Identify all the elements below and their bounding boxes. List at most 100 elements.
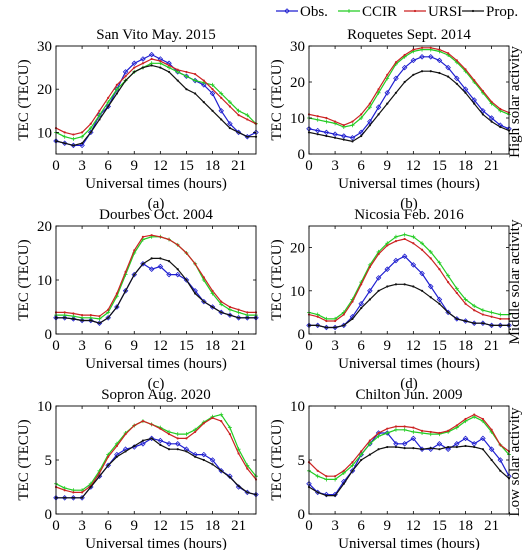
data-point: [427, 54, 434, 60]
data-point: [159, 66, 162, 69]
data-point: [455, 59, 458, 62]
x-tick-label: 18: [205, 518, 220, 534]
legend-label: Obs.: [300, 4, 328, 20]
data-point: [488, 115, 495, 121]
data-point: [367, 441, 372, 446]
data-point: [333, 120, 337, 123]
series-line: [55, 64, 256, 146]
data-point: [210, 82, 215, 87]
data-point: [429, 46, 432, 49]
data-point: [194, 455, 197, 458]
data-point: [410, 57, 417, 64]
data-point: [220, 300, 223, 303]
data-point: [333, 494, 337, 497]
data-point: [316, 315, 319, 318]
data-point: [228, 432, 232, 436]
data-point: [471, 97, 477, 103]
x-tick-label: 15: [432, 338, 447, 354]
data-point: [62, 134, 67, 139]
data-point: [401, 441, 408, 447]
data-point: [201, 82, 207, 88]
data-point: [228, 305, 232, 309]
data-point: [342, 469, 345, 472]
data-point: [236, 108, 241, 113]
data-point: [386, 73, 389, 76]
data-point: [385, 76, 390, 81]
data-point: [436, 296, 443, 303]
data-point: [375, 275, 382, 281]
data-point: [499, 317, 502, 320]
data-point: [98, 471, 101, 475]
data-point: [410, 262, 417, 268]
data-point: [202, 300, 205, 303]
data-point: [367, 118, 373, 125]
data-point: [202, 458, 205, 462]
data-point: [412, 285, 415, 288]
data-point: [447, 311, 450, 314]
data-point: [438, 48, 441, 51]
y-tick-label: 30: [290, 39, 305, 55]
panel-label: (b): [400, 196, 418, 212]
data-point: [245, 313, 250, 318]
data-point: [157, 437, 164, 444]
data-point: [98, 322, 101, 325]
chart-title: San Vito May. 2015: [96, 27, 216, 43]
data-point: [368, 265, 371, 269]
data-point: [394, 240, 398, 243]
data-point: [211, 88, 214, 91]
data-point: [351, 461, 354, 464]
data-point: [63, 489, 66, 492]
data-point: [429, 296, 432, 299]
plot-area: [306, 46, 512, 143]
data-point: [342, 124, 345, 127]
data-point: [464, 444, 467, 448]
data-point: [237, 131, 240, 134]
data-point: [227, 100, 232, 105]
data-point: [63, 131, 66, 134]
data-point: [438, 268, 441, 271]
data-point: [106, 100, 111, 105]
data-point: [219, 412, 224, 417]
y-axis-label: TEC (TECU): [16, 59, 32, 140]
data-point: [480, 308, 485, 313]
y-axis-label: TEC (TECU): [16, 239, 32, 320]
data-point: [150, 423, 153, 426]
data-point: [115, 83, 118, 86]
data-point: [377, 252, 380, 256]
data-point: [176, 79, 179, 82]
series-line: [308, 47, 510, 126]
data-point: [167, 260, 171, 263]
data-point: [62, 313, 67, 318]
data-point: [384, 266, 391, 272]
data-point: [481, 89, 485, 93]
data-point: [131, 271, 138, 278]
data-point: [454, 286, 459, 291]
data-point: [71, 314, 76, 319]
data-point: [454, 75, 460, 82]
data-point: [202, 276, 205, 279]
data-point: [472, 303, 477, 308]
x-tick-label: 0: [52, 518, 60, 534]
row-label: High solar activity: [507, 46, 523, 158]
data-point: [131, 60, 138, 67]
data-point: [393, 75, 399, 82]
data-point: [350, 463, 355, 468]
data-point: [333, 477, 338, 482]
data-point: [211, 109, 214, 112]
data-point: [141, 66, 145, 69]
data-point: [420, 248, 424, 251]
data-point: [490, 458, 493, 462]
data-point: [79, 495, 85, 501]
data-point: [351, 300, 354, 303]
axes-box: [308, 45, 510, 155]
data-point: [377, 289, 380, 292]
data-point: [481, 313, 485, 316]
data-point: [455, 82, 458, 85]
data-point: [133, 273, 136, 276]
data-point: [194, 430, 197, 434]
data-point: [351, 469, 354, 472]
data-point: [351, 317, 354, 320]
data-point: [490, 100, 493, 103]
data-point: [368, 439, 371, 442]
data-point: [209, 457, 216, 463]
